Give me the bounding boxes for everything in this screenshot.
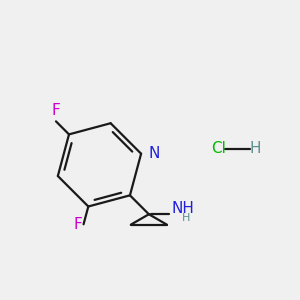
Text: H: H — [182, 213, 190, 224]
Text: H: H — [250, 141, 261, 156]
Text: F: F — [73, 217, 82, 232]
Text: F: F — [52, 103, 60, 118]
Text: NH: NH — [172, 201, 195, 216]
Text: Cl: Cl — [211, 141, 226, 156]
Text: N: N — [148, 146, 160, 161]
